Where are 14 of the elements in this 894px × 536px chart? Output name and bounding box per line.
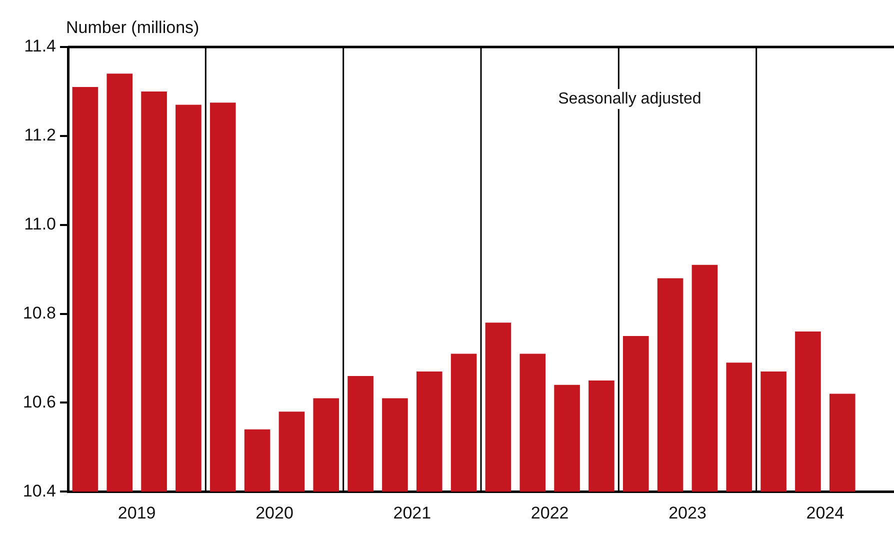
x-tick-label: 2023 (668, 503, 706, 522)
y-axis-title: Number (millions) (66, 18, 200, 38)
x-tick-label: 2022 (530, 503, 569, 522)
y-tick-label: 11.0 (24, 214, 56, 234)
x-tick-label: 2024 (806, 503, 844, 522)
y-tick-label: 10.4 (22, 481, 56, 500)
y-tick-label: 10.8 (22, 303, 56, 322)
y-tick-label: 11.4 (24, 36, 56, 56)
x-tick-label: 2019 (118, 503, 156, 522)
y-tick-label: 11.2 (24, 126, 56, 145)
x-tick-label: 2021 (393, 503, 432, 522)
x-tick-label: 2020 (256, 503, 294, 522)
y-tick-label: 10.6 (22, 392, 56, 412)
annotation: Seasonally adjusted (558, 90, 702, 108)
